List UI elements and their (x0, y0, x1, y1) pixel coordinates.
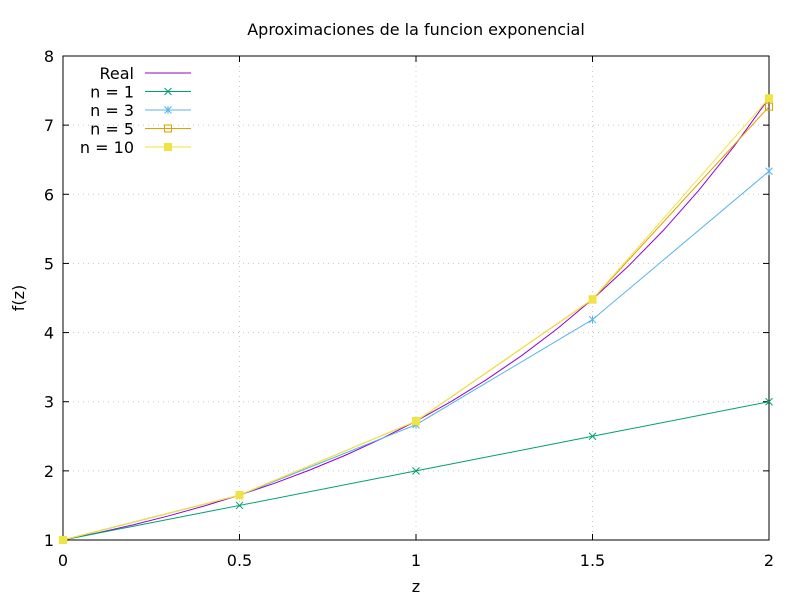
data-point-n-3 (765, 167, 773, 176)
legend-label: n = 1 (90, 83, 134, 102)
data-point-n-10 (235, 491, 244, 500)
x-tick-label: 0 (58, 551, 68, 570)
legend-marker (164, 124, 172, 133)
x-tick-label: 2 (764, 551, 774, 570)
data-point-n-10 (765, 94, 773, 103)
chart-title: Aproximaciones de la funcion exponencial (247, 20, 585, 39)
legend-entry-n-10: n = 10 (80, 138, 191, 157)
x-tick-label: 1.5 (580, 551, 605, 570)
y-tick-label: 1 (44, 531, 54, 550)
data-point-n-10 (412, 417, 420, 426)
x-tick-label: 1 (411, 551, 421, 570)
legend-label: n = 5 (90, 120, 134, 139)
series-n-10 (59, 94, 773, 544)
series-real (62, 97, 770, 541)
legend-marker (164, 106, 172, 114)
x-axis-label: z (412, 577, 420, 596)
legend-label: n = 10 (80, 138, 134, 157)
data-point-n-3 (588, 315, 597, 324)
data-point-n-1 (412, 467, 420, 475)
data-point-n-10 (59, 536, 67, 544)
legend-marker (164, 143, 172, 151)
y-tick-label: 6 (44, 185, 54, 204)
axes: 0 0.5 1 1.5 2 1 2 3 4 5 6 7 8 (44, 47, 774, 570)
legend-marker (164, 87, 172, 96)
legend-label: Real (100, 64, 135, 83)
data-point-n-1 (765, 397, 773, 406)
data-point-n-1 (588, 432, 597, 441)
y-tick-label: 4 (44, 324, 54, 343)
data-point-n-1 (235, 501, 244, 510)
legend-entry-n-5: n = 5 (90, 120, 191, 139)
series-line-n-10 (62, 97, 770, 541)
legend-label: n = 3 (90, 101, 134, 120)
legend-entry-n-3: n = 3 (90, 101, 191, 120)
series-n-5 (59, 102, 773, 544)
series-n-3 (59, 167, 773, 544)
y-tick-label: 7 (44, 116, 54, 135)
series-layer (59, 94, 773, 544)
y-axis-label: f(z) (9, 285, 28, 312)
grid (63, 56, 769, 540)
y-tick-label: 5 (44, 254, 54, 273)
y-tick-label: 8 (44, 47, 54, 66)
y-tick-label: 2 (44, 462, 54, 481)
legend-entry-real: Real (100, 64, 191, 83)
legend-entry-n-1: n = 1 (90, 83, 191, 102)
data-point-n-10 (588, 295, 597, 304)
series-line-real (62, 97, 770, 541)
x-tick-label: 0.5 (227, 551, 252, 570)
data-point-n-5 (765, 102, 773, 111)
y-tick-label: 3 (44, 393, 54, 412)
